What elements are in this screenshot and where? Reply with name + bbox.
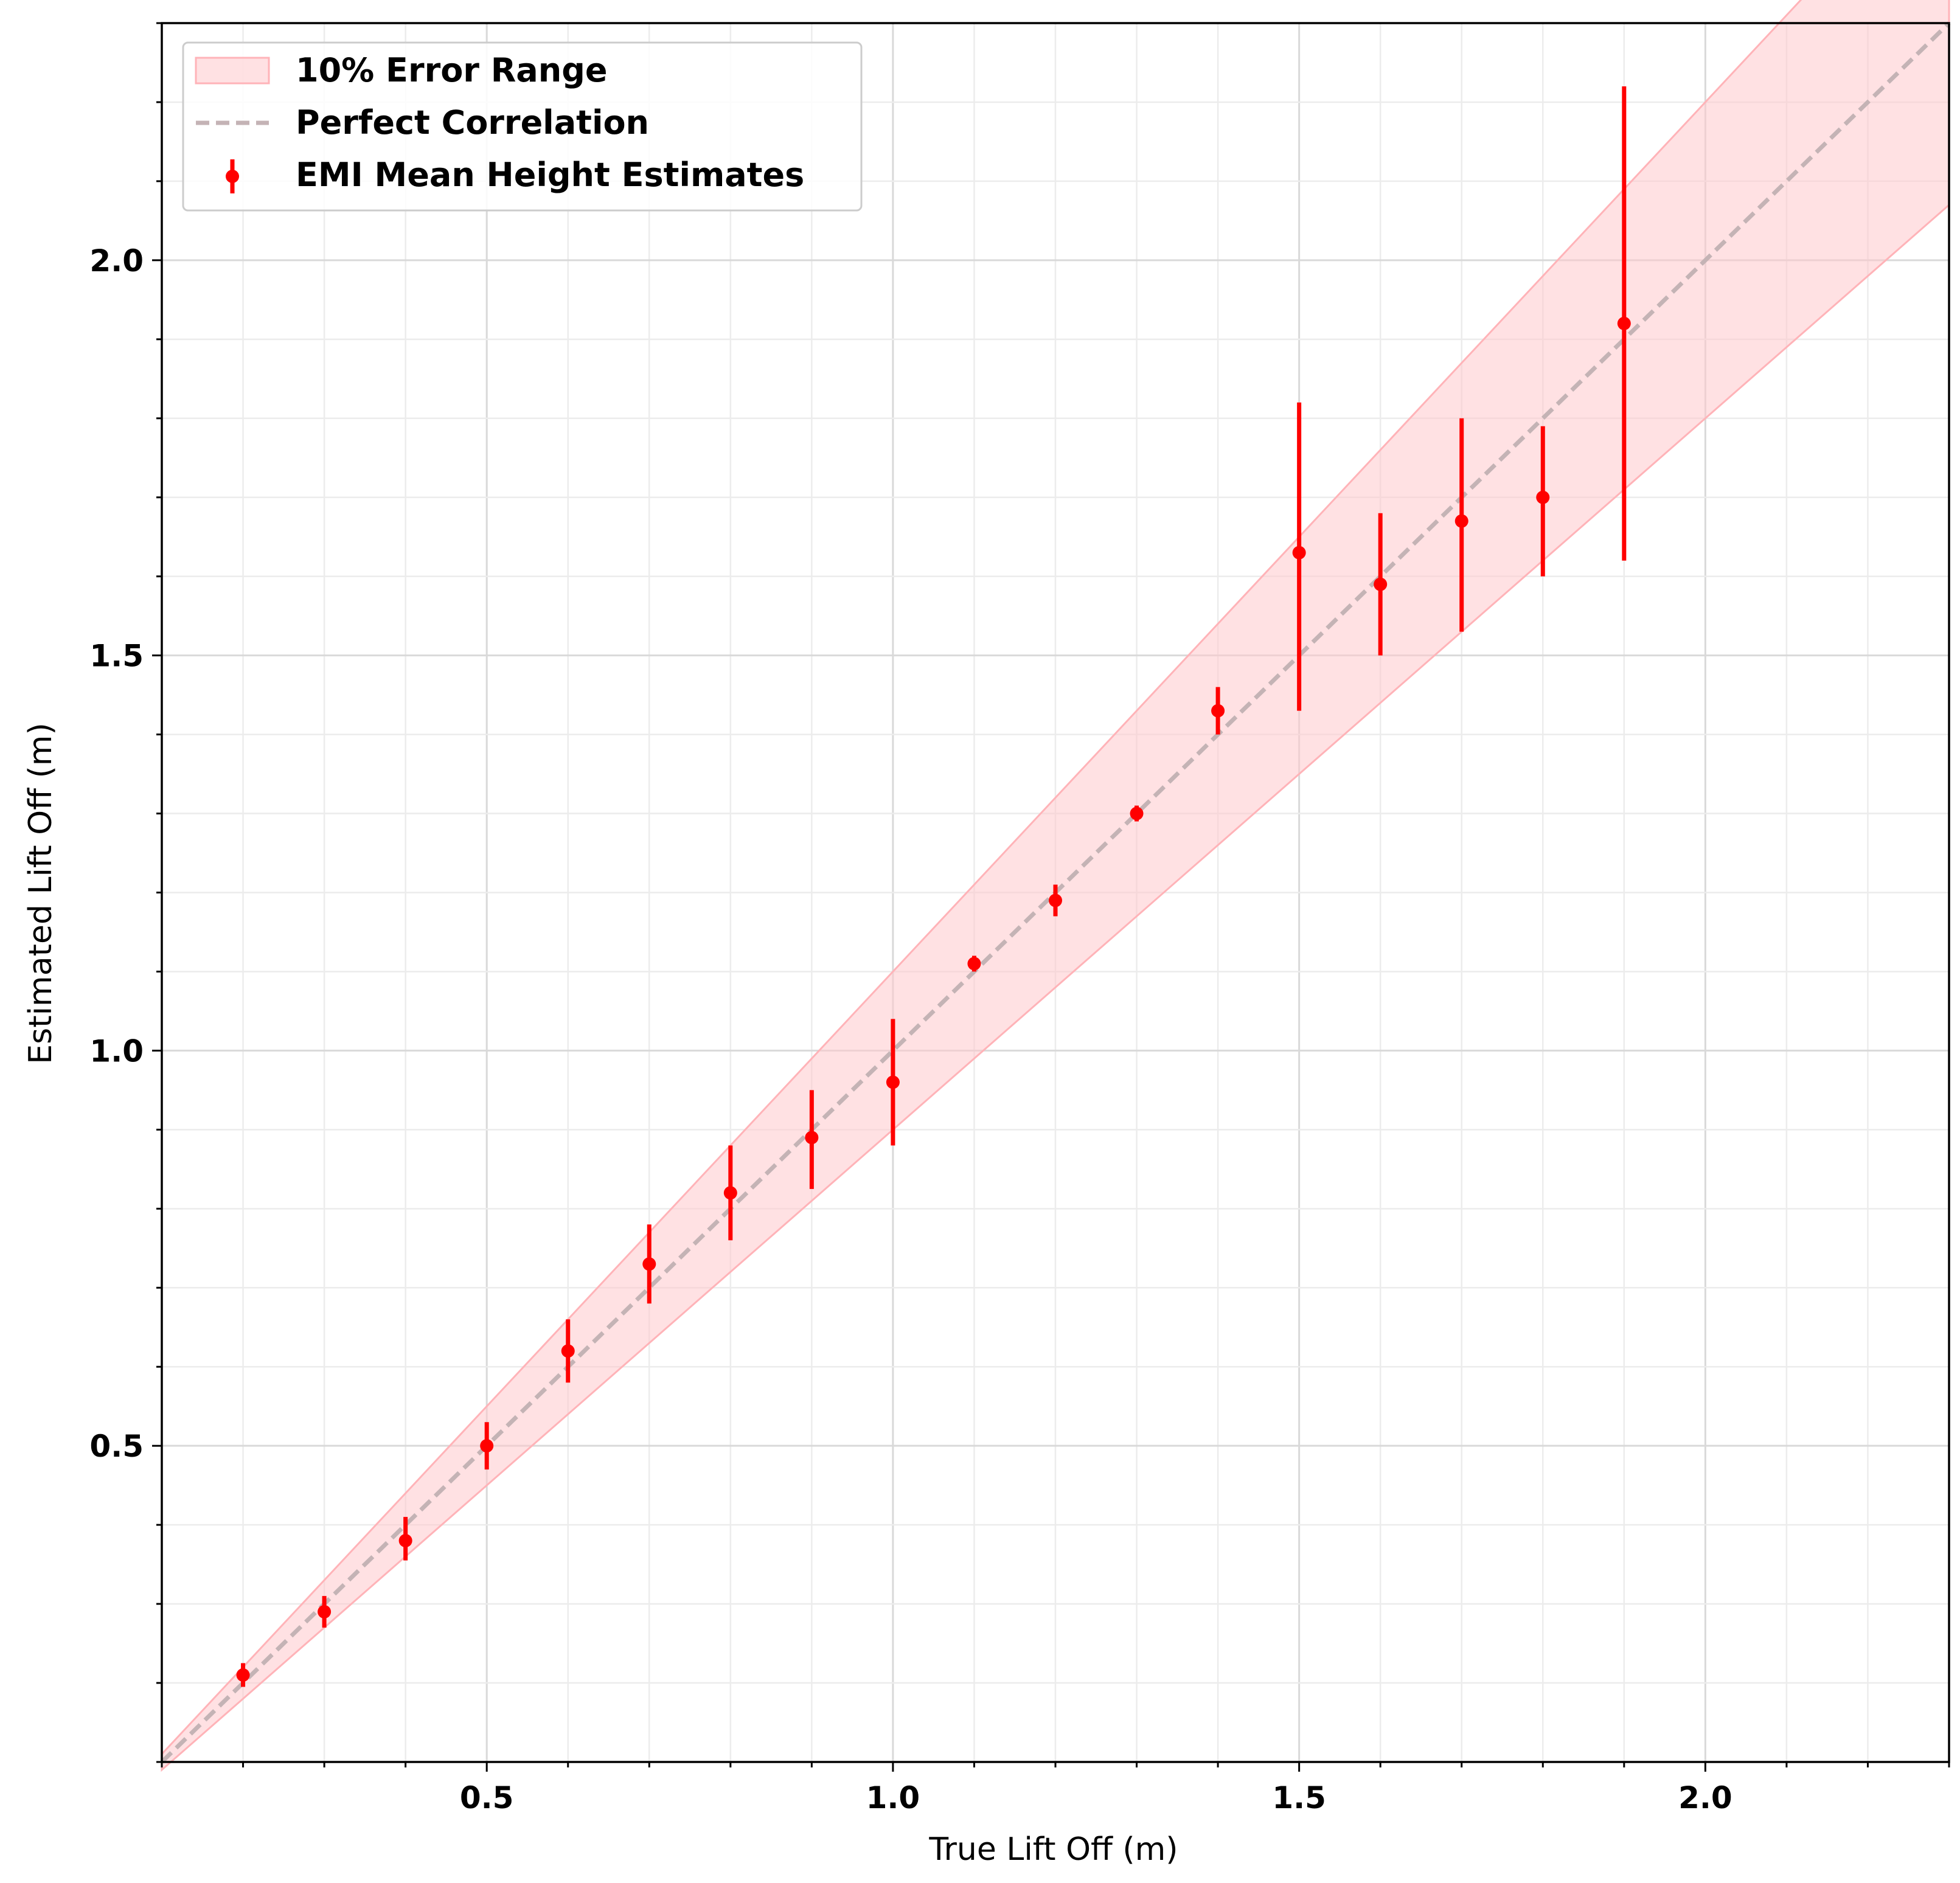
data-points-layer — [236, 86, 1631, 1687]
data-point — [1617, 316, 1631, 330]
y-tick-label: 1.5 — [89, 639, 144, 674]
data-point — [967, 957, 981, 971]
legend-band-swatch — [195, 57, 270, 85]
x-tick-label: 1.5 — [1272, 1780, 1326, 1815]
data-point — [805, 1131, 819, 1145]
legend-box — [182, 41, 863, 212]
legend-points-label: EMI Mean Height Estimates — [296, 156, 804, 194]
legend: 10% Error Range Perfect Correlation EMI … — [182, 41, 863, 212]
legend-points-marker — [226, 170, 239, 183]
x-tick-label: 0.5 — [460, 1780, 514, 1815]
data-point — [1454, 514, 1468, 528]
legend-line-label: Perfect Correlation — [296, 103, 649, 142]
data-point — [886, 1075, 900, 1089]
x-tick-label: 1.0 — [866, 1780, 920, 1815]
x-tick-label: 2.0 — [1678, 1780, 1732, 1815]
data-point — [1049, 893, 1062, 907]
data-point — [1374, 577, 1388, 591]
y-tick-label: 1.0 — [89, 1033, 144, 1069]
data-point — [1211, 704, 1225, 718]
axis-ticks: 0.5 1.0 1.5 2.0 0.5 1.0 1.5 2.0 — [89, 22, 1950, 1815]
y-tick-label: 2.0 — [89, 243, 144, 279]
data-point — [318, 1605, 332, 1619]
data-point — [480, 1439, 494, 1453]
legend-band-label: 10% Error Range — [296, 51, 607, 89]
data-point — [398, 1534, 412, 1548]
data-point — [723, 1186, 737, 1200]
data-point — [1292, 546, 1306, 560]
y-tick-label: 0.5 — [89, 1429, 144, 1464]
x-axis-label: True Lift Off (m) — [928, 1831, 1178, 1868]
data-point — [561, 1344, 575, 1358]
data-point — [236, 1668, 250, 1682]
data-point — [642, 1257, 656, 1271]
data-point — [1130, 806, 1144, 820]
data-point — [1536, 490, 1550, 504]
y-axis-label: Estimated Lift Off (m) — [23, 723, 59, 1064]
